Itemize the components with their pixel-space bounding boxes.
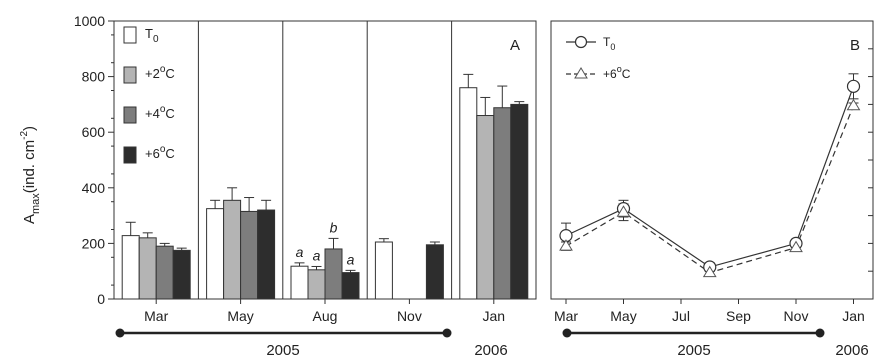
- significance-letter-2: b: [330, 219, 338, 235]
- bar-Aug-series-2: [324, 248, 343, 300]
- legend-label-0-base: T: [145, 26, 153, 41]
- y-tick-label-600: 600: [82, 124, 106, 140]
- legend-label-2: +4oC: [145, 104, 175, 121]
- b-x-tick-label-Mar: Mar: [554, 308, 578, 324]
- bar-Nov-series-3: [425, 244, 444, 300]
- b-x-tick-label-Sep: Sep: [726, 308, 751, 324]
- legend-label-3: +6oC: [145, 144, 175, 161]
- b-x-tick-label-Nov: Nov: [784, 308, 809, 324]
- bar-Aug-series-1: [307, 269, 326, 300]
- bar-May-series-2: [240, 210, 259, 300]
- bar-Mar-series-0: [121, 235, 140, 300]
- bar-Jan-series-3: [510, 103, 529, 300]
- legend-swatch-0: [123, 26, 137, 44]
- y-axis-title-sub: max: [30, 193, 42, 214]
- y-tick-label-1000: 1000: [74, 13, 105, 29]
- legend-label-0-sub: 0: [153, 34, 159, 45]
- legend-label-3-base: +6: [145, 146, 160, 161]
- timeline-2005-b-start: [562, 328, 572, 338]
- bar-May-series-3: [257, 209, 276, 300]
- b-point-series-1-4: [846, 98, 861, 111]
- b-line-series-1: [565, 105, 855, 274]
- legend-swatch-3: [123, 146, 137, 164]
- x-tick-label-Jan: Jan: [483, 308, 506, 324]
- legend-label-1-sup: o: [160, 64, 166, 75]
- legend-label-2-base: +4: [145, 106, 160, 121]
- b-point-series-1-1: [616, 205, 631, 217]
- b-legend-label-1: +6oC: [603, 64, 631, 81]
- y-axis-title: Amax(ind. cm-2): [19, 126, 42, 224]
- x-tick-label-Nov: Nov: [397, 308, 422, 324]
- legend-label-0: T0: [145, 26, 159, 45]
- b-legend-label-0: T0: [603, 35, 615, 52]
- y-tick-label-400: 400: [82, 180, 106, 196]
- bar-Jan-series-1: [476, 115, 495, 300]
- legend-label-2-tail: C: [165, 106, 174, 121]
- b-point-series-1-3: [789, 240, 803, 253]
- y-tick-label-200: 200: [82, 235, 106, 251]
- significance-letter-1: a: [313, 247, 321, 263]
- legend-label-1-tail: C: [165, 66, 174, 81]
- legend-label-1: +2oC: [145, 64, 175, 81]
- b-point-series-1-0: [559, 239, 573, 251]
- x-tick-label-May: May: [227, 308, 253, 324]
- y-axis-title-unit: (ind. cm: [21, 140, 38, 193]
- b-legend-label-1-tail: C: [622, 67, 631, 81]
- legend-swatch-1: [123, 66, 137, 84]
- y-axis-title-close: ): [21, 126, 38, 131]
- year-label-2006-a: 2006: [474, 342, 507, 359]
- bar-May-series-1: [223, 199, 242, 300]
- timeline-2005-a-start: [115, 328, 125, 338]
- bar-Mar-series-1: [138, 237, 157, 300]
- b-legend-marker-1: [574, 67, 588, 79]
- bar-Jan-series-0: [459, 87, 478, 300]
- svg-text:Amax(ind. cm-2): Amax(ind. cm-2): [19, 126, 42, 224]
- b-point-series-0-4: [846, 79, 861, 93]
- bar-Jan-series-2: [493, 107, 512, 300]
- b-x-tick-label-Jan: Jan: [842, 308, 865, 324]
- legend-label-3-sup: o: [160, 144, 166, 155]
- b-legend-label-1-base: +6: [603, 67, 617, 81]
- y-axis-title-main: A: [21, 214, 38, 224]
- panel-b-frame: [550, 20, 874, 300]
- year-label-2006-b: 2006: [835, 342, 868, 359]
- bar-Mar-series-2: [155, 245, 174, 300]
- bar-May-series-0: [206, 208, 225, 300]
- y-tick-label-800: 800: [82, 69, 106, 85]
- year-label-2005-b: 2005: [677, 342, 710, 359]
- legend-label-1-base: +2: [145, 66, 160, 81]
- panel-b-letter: B: [850, 37, 860, 54]
- bar-Aug-series-0: [290, 265, 309, 300]
- bar-Aug-series-3: [341, 272, 360, 300]
- x-tick-label-Mar: Mar: [144, 308, 168, 324]
- y-axis-title-exp: -2: [19, 131, 30, 140]
- b-legend-marker-0: [574, 35, 588, 49]
- significance-letter-0: a: [296, 244, 304, 260]
- legend-swatch-2: [123, 106, 137, 124]
- legend-label-3-tail: C: [165, 146, 174, 161]
- b-legend-label-0-sub: 0: [610, 42, 615, 52]
- legend-label-2-sup: o: [160, 104, 166, 115]
- timeline-2005-b-end: [815, 328, 825, 338]
- bar-Nov-series-0: [374, 241, 393, 300]
- b-x-tick-label-May: May: [610, 308, 636, 324]
- significance-letter-3: a: [347, 251, 355, 267]
- b-point-series-1-2: [702, 265, 717, 278]
- panel-a-letter: A: [510, 37, 520, 54]
- b-x-tick-label-Jul: Jul: [672, 308, 690, 324]
- x-tick-label-Aug: Aug: [313, 308, 338, 324]
- b-line-series-0: [565, 86, 855, 268]
- b-legend-label-1-sup: o: [617, 64, 622, 74]
- year-label-2005-a: 2005: [266, 342, 299, 359]
- timeline-2005-a-end: [442, 328, 452, 338]
- y-tick-label-0: 0: [97, 291, 105, 307]
- b-legend-label-0-base: T: [603, 35, 611, 49]
- bar-Mar-series-3: [172, 249, 191, 300]
